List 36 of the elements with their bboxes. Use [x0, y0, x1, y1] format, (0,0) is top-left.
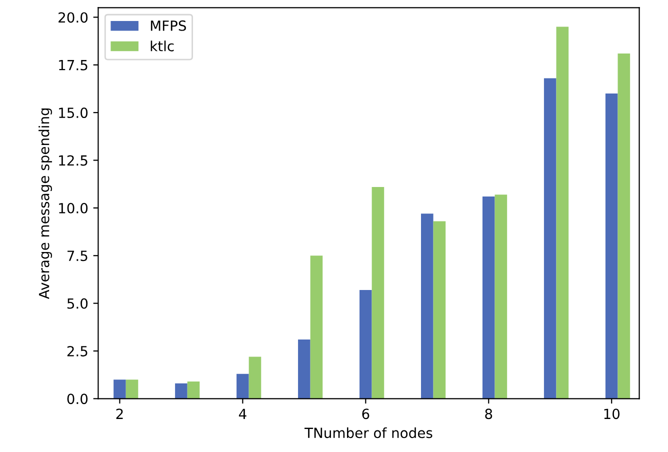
- x-tick-label: 6: [362, 408, 370, 420]
- y-tick-label: 5.0: [67, 298, 88, 309]
- y-tick-label: 12.5: [59, 155, 88, 166]
- bar: [298, 340, 310, 399]
- bar: [618, 53, 630, 399]
- y-tick-label: 7.5: [68, 250, 88, 262]
- x-axis-title: TNumber of nodes: [304, 427, 432, 438]
- bar: [236, 374, 249, 399]
- bar: [310, 256, 323, 399]
- legend-label: MFPS: [150, 20, 186, 31]
- x-tick-label: 2: [116, 408, 123, 419]
- bar: [372, 186, 384, 399]
- x-tick-label: 4: [238, 408, 246, 419]
- x-tick-label: 8: [485, 408, 492, 420]
- bar: [494, 194, 508, 399]
- bar: [175, 383, 188, 399]
- bar: [126, 380, 138, 399]
- bar: [433, 221, 446, 399]
- bar: [605, 94, 618, 399]
- bar: [187, 382, 200, 399]
- bar: [248, 356, 262, 399]
- y-tick-label: 2.5: [67, 346, 88, 356]
- bar: [114, 380, 126, 399]
- legend-label: ktlc: [150, 40, 174, 52]
- y-tick-label: 0.0: [67, 394, 88, 404]
- y-tick-label: 10.0: [59, 202, 88, 214]
- bar: [421, 214, 434, 399]
- y-tick-label: 15.0: [59, 108, 88, 118]
- x-tick-label: 10: [604, 408, 620, 420]
- y-axis-title: Average message spending: [38, 108, 52, 300]
- bar: [482, 196, 495, 399]
- bar: [360, 290, 372, 399]
- y-tick-label: 17.5: [59, 60, 88, 70]
- y-tick-label: 20.0: [58, 12, 88, 23]
- bar: [544, 78, 556, 399]
- bar: [556, 26, 569, 399]
